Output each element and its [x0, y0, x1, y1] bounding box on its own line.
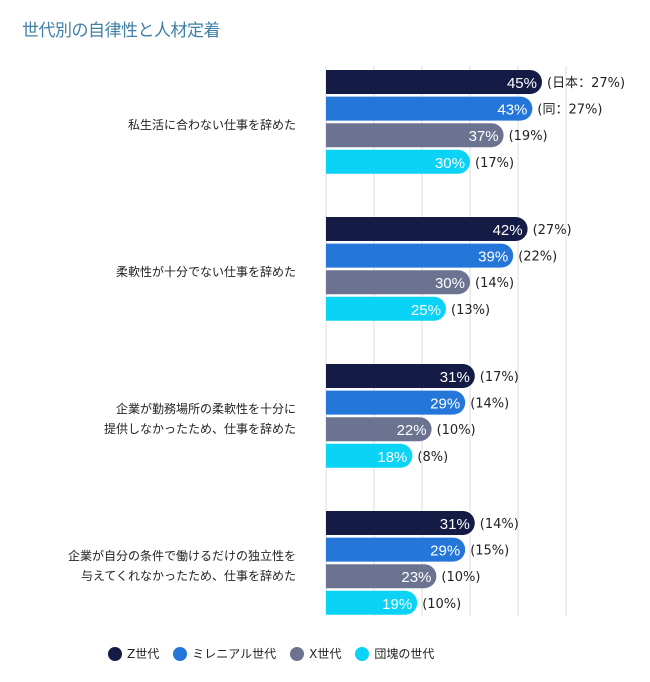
japan-label: (19%) — [509, 129, 548, 144]
japan-label: (13%) — [451, 303, 490, 318]
japan-label: (27%) — [533, 223, 572, 238]
japan-label: (17%) — [475, 156, 514, 171]
japan-label: (10%) — [437, 423, 476, 438]
category-label: 企業が自分の条件で働けるだけの独立性を 与えてくれなかったため、仕事を辞めた — [67, 549, 296, 584]
legend-marker-icon — [108, 646, 122, 661]
category-label: 私生活に合わない仕事を辞めた — [127, 118, 296, 133]
category-label: 柔軟性が十分でない仕事を辞めた — [115, 265, 296, 280]
japan-label: (17%) — [480, 370, 519, 385]
legend-item: 団塊の世代 — [355, 645, 434, 662]
data-label: 29% — [430, 543, 460, 560]
data-label: 30% — [435, 275, 465, 292]
bar — [326, 390, 466, 415]
bar — [326, 243, 514, 268]
bar — [326, 70, 542, 94]
japan-label: (10%) — [441, 570, 480, 585]
legend-marker-icon — [173, 646, 188, 661]
japan-label: (14%) — [475, 276, 514, 291]
category-label: 企業が勤務場所の柔軟性を十分に 提供しなかったため、仕事を辞めた — [103, 402, 296, 437]
data-label: 42% — [493, 222, 523, 239]
legend-label: Z世代 — [127, 647, 160, 661]
legend-marker-icon — [290, 646, 305, 661]
japan-label: (8%) — [417, 450, 448, 465]
data-label: 18% — [377, 449, 407, 466]
bar — [326, 590, 418, 615]
bar — [326, 564, 437, 589]
data-label: 45% — [507, 75, 537, 92]
data-label: 19% — [382, 596, 412, 613]
japan-label: (15%) — [470, 544, 509, 559]
data-label: 23% — [401, 569, 431, 586]
bar — [326, 511, 475, 535]
data-label: 43% — [497, 102, 527, 119]
japan-label: (14%) — [480, 517, 519, 532]
data-label: 29% — [430, 396, 460, 413]
bar — [326, 123, 504, 148]
legend-label: ミレニアル世代 — [192, 647, 277, 661]
legend: Z世代 ミレニアル世代 X世代 団塊の世代 — [108, 645, 434, 662]
data-label: 22% — [397, 422, 427, 439]
bar — [326, 537, 466, 562]
legend-item: ミレニアル世代 — [173, 645, 276, 662]
data-label: 31% — [440, 369, 470, 386]
bar — [326, 96, 533, 121]
legend-label: 団塊の世代 — [374, 647, 435, 661]
data-label: 25% — [411, 302, 441, 319]
legend-marker-icon — [355, 646, 370, 661]
data-label: 30% — [435, 155, 465, 172]
japan-label: (14%) — [470, 397, 509, 412]
japan-label: (日本：27%) — [547, 76, 625, 91]
chart-title: 世代別の自律性と人材定着 — [22, 21, 221, 41]
data-label: 31% — [440, 516, 470, 533]
japan-label: (22%) — [518, 250, 557, 265]
japan-label: (同：27%) — [537, 103, 602, 118]
data-label: 39% — [478, 249, 508, 266]
bar — [326, 443, 413, 468]
bar — [326, 149, 470, 174]
japan-label: (10%) — [422, 597, 461, 612]
legend-item: X世代 — [290, 645, 341, 662]
bar — [326, 364, 475, 389]
legend-item: Z世代 — [108, 645, 159, 662]
bar — [326, 217, 528, 241]
bar — [326, 270, 470, 295]
bar — [326, 417, 432, 442]
legend-label: X世代 — [309, 647, 342, 661]
data-label: 37% — [469, 128, 499, 145]
bar — [326, 296, 446, 321]
